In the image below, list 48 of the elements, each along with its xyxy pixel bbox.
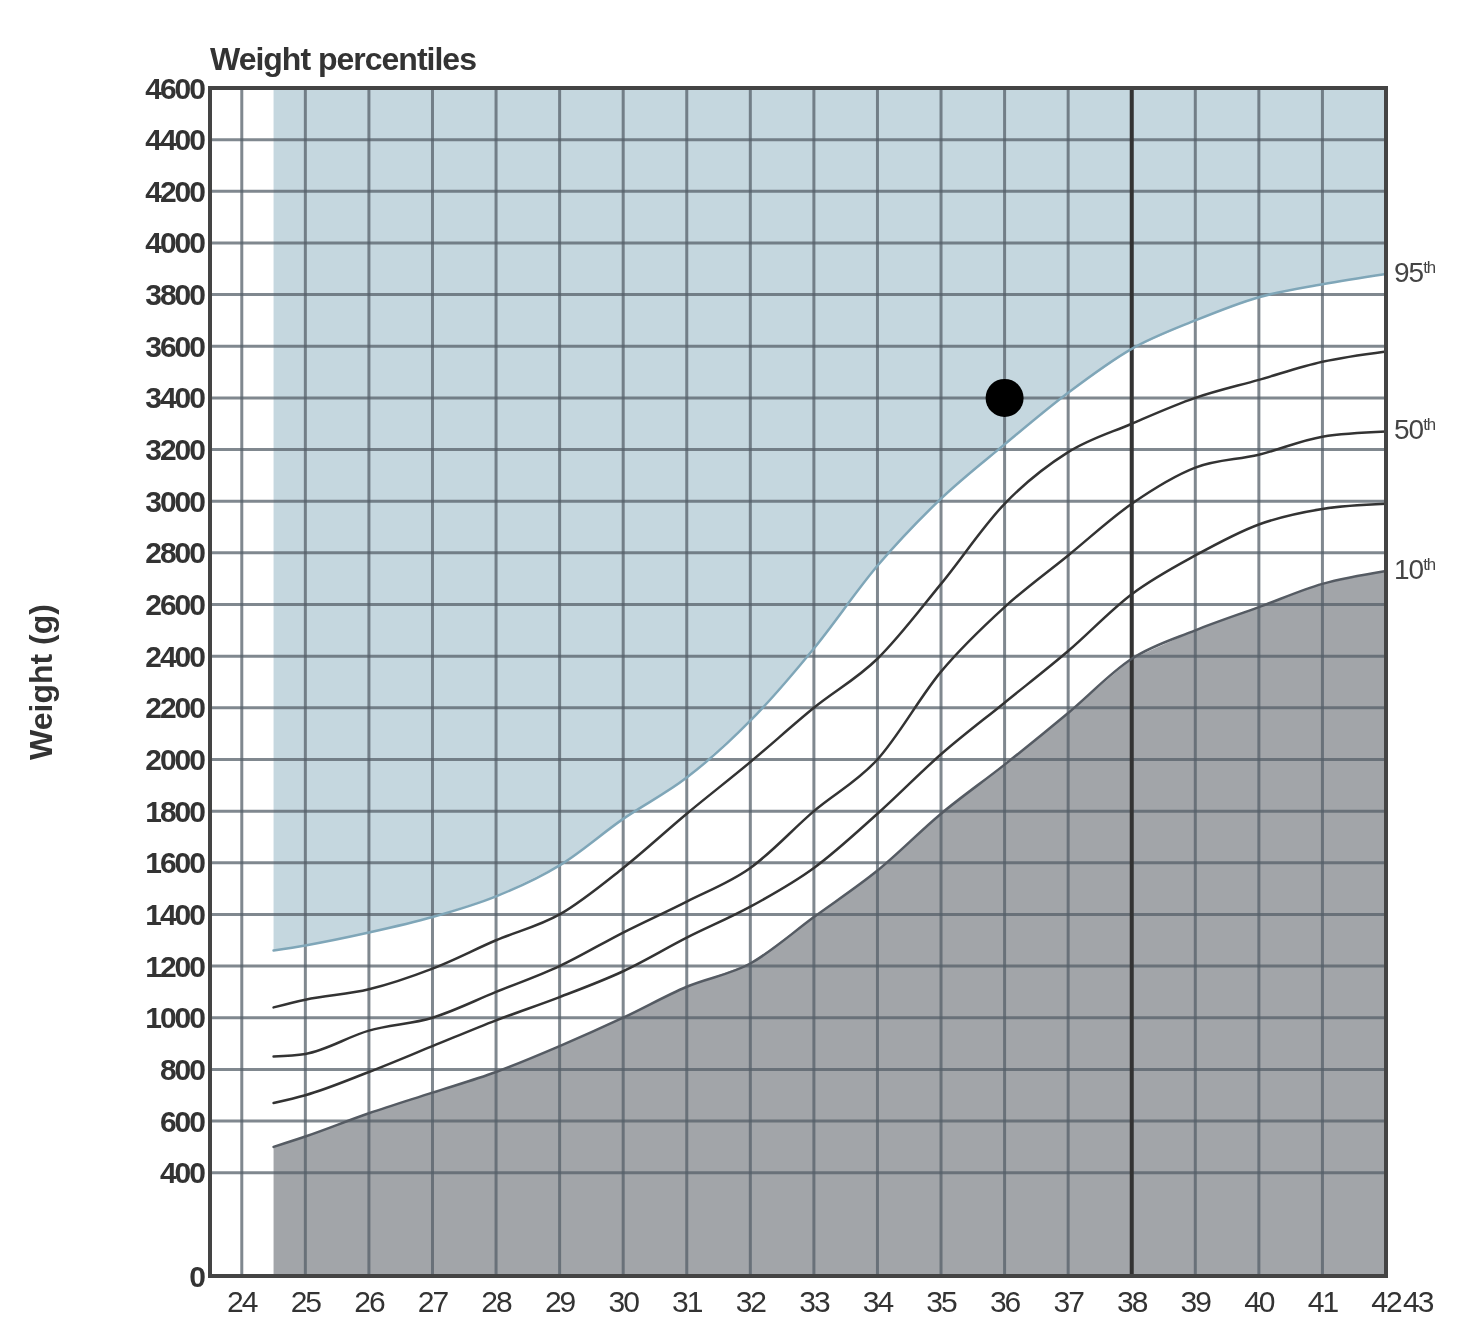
- y-axis-title: Weight (g): [23, 604, 59, 760]
- y-tick-label: 2000: [145, 742, 206, 776]
- x-tick-label: 25: [290, 1285, 322, 1318]
- chart-title: Weight percentiles: [210, 41, 477, 77]
- y-tick-label: 2200: [145, 691, 206, 725]
- x-tick-label: 28: [481, 1285, 513, 1318]
- y-tick-label: 2400: [145, 639, 206, 673]
- y-tick-label: 1600: [145, 846, 206, 880]
- y-tick-label: 2600: [145, 588, 206, 622]
- x-tick-label: 30: [608, 1285, 640, 1318]
- y-tick-label: 800: [159, 1052, 206, 1086]
- x-tick-label: 33: [799, 1285, 830, 1318]
- y-tick-label: 3000: [145, 484, 206, 518]
- y-tick-label: 3600: [145, 329, 206, 363]
- x-tick-label: 29: [544, 1285, 576, 1318]
- y-tick-label: 2800: [145, 536, 206, 570]
- y-tick-label: 4000: [145, 226, 206, 260]
- x-tick-label: 31: [672, 1285, 703, 1318]
- text: 43: [1403, 1285, 1434, 1318]
- x-tick-label: 38: [1117, 1285, 1148, 1318]
- y-tick-label: 0: [189, 1259, 206, 1293]
- y-tick-label: 1000: [145, 1001, 206, 1035]
- x-tick-label: 41: [1307, 1285, 1339, 1318]
- y-tick-label: 1400: [145, 897, 206, 931]
- x-tick-label: 35: [926, 1285, 958, 1318]
- series-label: 50$^{th}$: [1394, 414, 1436, 446]
- x-tick-label: 27: [417, 1285, 449, 1318]
- y-tick-label: 3200: [145, 433, 206, 467]
- y-tick-label: 1200: [145, 949, 206, 983]
- x-tick-label: 26: [354, 1285, 385, 1318]
- x-tick-label: 24: [227, 1285, 258, 1318]
- x-tick-label: 42: [1371, 1285, 1402, 1318]
- series-label: 10$^{th}$: [1394, 553, 1436, 585]
- series-label: 95$^{th}$: [1394, 256, 1436, 288]
- y-tick-label: 4200: [145, 174, 206, 208]
- x-tick-label: 39: [1180, 1285, 1212, 1318]
- y-tick-label: 4600: [145, 71, 206, 105]
- x-tick-label: 32: [735, 1285, 767, 1318]
- y-tick-label: 3400: [145, 381, 206, 415]
- x-tick-label: 40: [1244, 1285, 1275, 1318]
- y-tick-label: 3800: [145, 278, 206, 312]
- x-tick-label: 34: [862, 1285, 894, 1318]
- y-tick-label: 4400: [145, 123, 206, 157]
- y-tick-label: 400: [159, 1156, 206, 1190]
- y-tick-label: 1800: [145, 794, 206, 828]
- x-tick-label: 37: [1053, 1285, 1085, 1318]
- y-tick-label: 600: [159, 1104, 206, 1138]
- x-tick-label: 36: [989, 1285, 1021, 1318]
